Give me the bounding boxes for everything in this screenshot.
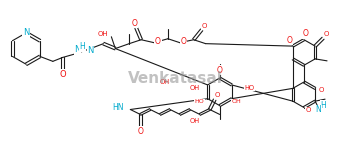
Text: O: O — [137, 127, 143, 136]
Text: O: O — [287, 36, 293, 45]
Text: OH: OH — [232, 99, 242, 104]
Text: HO: HO — [244, 85, 254, 91]
Text: N: N — [88, 46, 94, 55]
Text: N: N — [23, 28, 29, 37]
Text: N: N — [75, 45, 81, 54]
Text: H: H — [320, 101, 326, 110]
Text: OH: OH — [190, 118, 200, 124]
Text: O: O — [202, 23, 207, 29]
Text: O: O — [323, 31, 329, 37]
Text: O: O — [303, 29, 309, 38]
Text: OH: OH — [98, 31, 109, 37]
Text: O: O — [305, 107, 310, 114]
Text: O: O — [215, 92, 220, 98]
Text: O: O — [131, 18, 137, 28]
Text: O: O — [155, 37, 161, 46]
Text: N: N — [315, 105, 321, 115]
Text: O: O — [318, 87, 324, 93]
Text: O: O — [217, 66, 223, 75]
Text: O: O — [60, 70, 66, 79]
Text: OH: OH — [160, 79, 170, 85]
Text: OH: OH — [190, 85, 200, 91]
Text: HN: HN — [113, 103, 124, 112]
Text: H: H — [80, 42, 85, 51]
Text: Venkatasal: Venkatasal — [127, 71, 223, 86]
Text: HO: HO — [195, 99, 204, 104]
Text: O: O — [181, 37, 187, 46]
